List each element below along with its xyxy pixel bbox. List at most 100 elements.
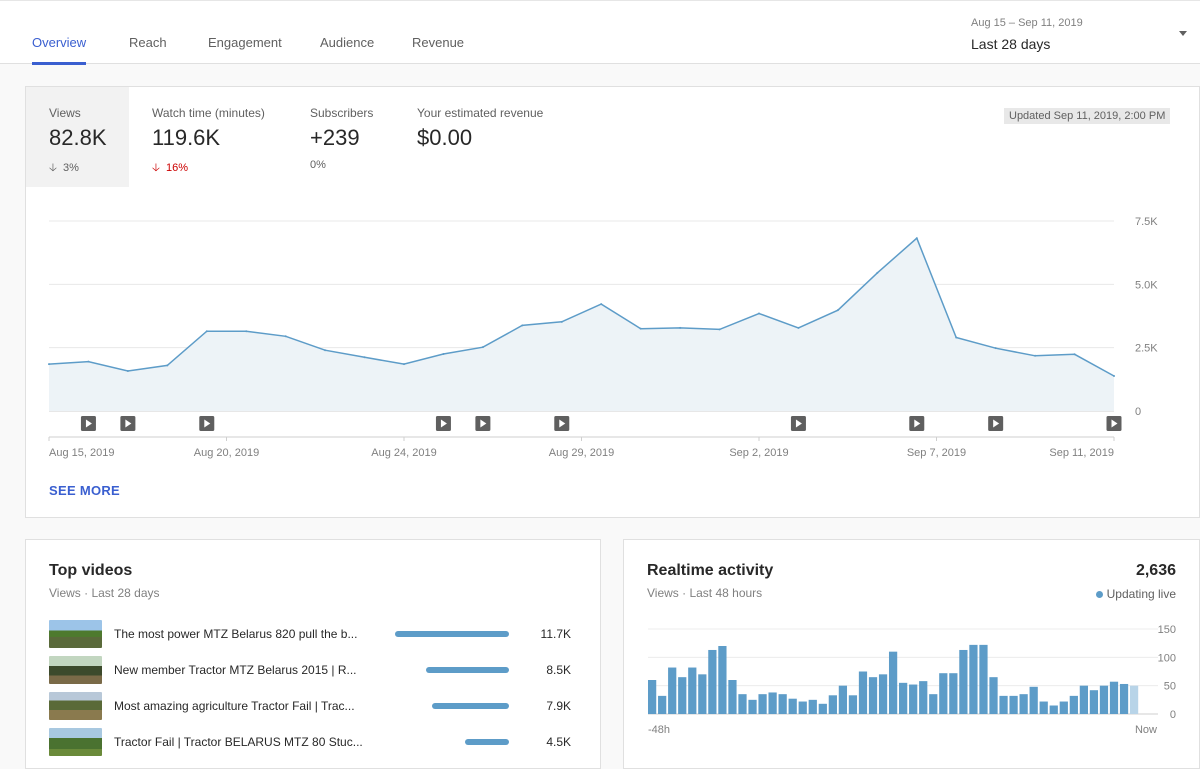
realtime-bar	[1089, 690, 1099, 714]
realtime-bar	[808, 699, 817, 714]
realtime-card: Realtime activity Views · Last 48 hours …	[623, 539, 1200, 769]
top-videos-card: Top videos Views · Last 28 days The most…	[25, 539, 601, 769]
see-more-link[interactable]: SEE MORE	[49, 483, 121, 498]
views-chart: 0 2.5K 5.0K 7.5K Aug 15, 2019 Aug 20, 2019 Aug…	[48, 216, 1158, 459]
realtime-bar	[698, 674, 707, 714]
video-thumbnail[interactable]	[49, 728, 102, 756]
views-point	[126, 369, 129, 372]
video-thumbnail[interactable]	[49, 656, 102, 684]
card-title: Realtime activity	[647, 562, 774, 579]
metric-value: +239	[310, 125, 360, 150]
realtime-bar	[788, 698, 797, 714]
video-title[interactable]: Most amazing agriculture Tractor Fail | …	[114, 699, 355, 713]
realtime-bar	[899, 682, 908, 714]
video-marker-icon[interactable]	[435, 416, 451, 431]
video-marker-icon[interactable]	[120, 416, 136, 431]
realtime-bar	[678, 677, 687, 714]
views-point	[1034, 354, 1037, 357]
video-title[interactable]: The most power MTZ Belarus 820 pull the …	[114, 627, 358, 641]
metric-watch-time[interactable]: Watch time (minutes) 119.6K 🡣 16%	[152, 87, 292, 187]
views-point	[48, 363, 50, 366]
views-point	[166, 364, 169, 367]
video-views: 7.9K	[546, 699, 571, 713]
views-point	[324, 349, 327, 352]
video-marker-icon[interactable]	[988, 416, 1004, 431]
video-thumbnail[interactable]	[49, 620, 102, 648]
realtime-bar	[1069, 695, 1078, 714]
views-point	[205, 330, 208, 333]
tab-audience[interactable]: Audience	[320, 35, 375, 50]
metric-views[interactable]: Views 82.8K 🡣 3%	[26, 87, 129, 187]
video-views-bar	[432, 703, 509, 709]
views-point	[758, 312, 760, 315]
y-tick-label: 0	[1135, 406, 1141, 418]
realtime-bar	[969, 644, 978, 714]
metric-value: 119.6K	[152, 125, 221, 150]
realtime-bar	[1079, 685, 1088, 714]
realtime-bar	[828, 695, 837, 714]
realtime-bar	[848, 695, 858, 714]
play-icon	[204, 419, 211, 428]
realtime-bar	[1049, 705, 1058, 714]
realtime-bar	[1019, 694, 1028, 714]
video-title[interactable]: Tractor Fail | Tractor BELARUS MTZ 80 St…	[114, 735, 363, 749]
top-video-row[interactable]: The most power MTZ Belarus 820 pull the …	[49, 620, 579, 650]
realtime-bar	[758, 694, 767, 714]
video-marker-icon[interactable]	[790, 416, 806, 431]
video-marker-icon[interactable]	[199, 416, 215, 431]
realtime-bar	[748, 699, 757, 714]
video-thumbnail[interactable]	[49, 692, 102, 720]
arrow-down-icon: 🡣	[152, 162, 160, 174]
realtime-bar	[768, 692, 777, 714]
y-tick-label: 0	[1170, 709, 1176, 721]
realtime-chart: 0 50 100 150 -48h Now	[648, 624, 1176, 736]
top-video-row[interactable]: Most amazing agriculture Tractor Fail | …	[49, 692, 579, 722]
metric-revenue[interactable]: Your estimated revenue $0.00	[417, 87, 577, 187]
video-marker-icon[interactable]	[475, 416, 491, 431]
play-icon	[795, 419, 802, 428]
video-marker-icon[interactable]	[554, 416, 570, 431]
metric-delta-value: 16%	[166, 162, 189, 174]
x-tick-label: Sep 7, 2019	[907, 447, 966, 459]
updated-badge: Updated Sep 11, 2019, 2:00 PM	[1004, 108, 1171, 124]
realtime-bar	[838, 685, 848, 714]
realtime-bar	[798, 701, 807, 714]
views-point	[87, 360, 90, 363]
views-point	[797, 326, 800, 329]
views-point	[481, 346, 484, 349]
views-point	[915, 237, 918, 240]
x-tick-label: Sep 11, 2019	[1049, 447, 1114, 459]
realtime-bar	[818, 703, 827, 714]
views-line	[48, 236, 1115, 377]
overview-card: Views 82.8K 🡣 3% Watch time (minutes) 11…	[25, 86, 1200, 518]
metric-subscribers[interactable]: Subscribers +239 0%	[310, 87, 400, 187]
views-point	[245, 330, 248, 333]
video-views-bar	[395, 631, 509, 637]
video-title[interactable]: New member Tractor MTZ Belarus 2015 | R.…	[114, 663, 357, 677]
video-marker-icon[interactable]	[909, 416, 925, 431]
metric-value: $0.00	[417, 125, 473, 150]
realtime-bar	[648, 680, 657, 714]
realtime-bar	[668, 667, 677, 714]
realtime-bar	[718, 646, 727, 714]
tab-engagement[interactable]: Engagement	[208, 35, 282, 50]
tab-revenue[interactable]: Revenue	[412, 35, 465, 50]
views-point	[284, 335, 287, 338]
arrow-down-icon: 🡣	[49, 162, 57, 174]
top-video-row[interactable]: New member Tractor MTZ Belarus 2015 | R.…	[49, 656, 579, 686]
active-tab-indicator	[32, 62, 86, 65]
views-point	[442, 353, 445, 355]
top-video-row[interactable]: Tractor Fail | Tractor BELARUS MTZ 80 St…	[49, 728, 579, 758]
tab-overview[interactable]: Overview	[32, 35, 87, 50]
video-marker-icon[interactable]	[80, 416, 96, 431]
views-point	[639, 327, 642, 330]
video-marker-icon[interactable]	[1106, 416, 1122, 431]
tab-reach[interactable]: Reach	[129, 35, 167, 50]
metric-value: 82.8K	[49, 125, 107, 150]
dropdown-caret-icon[interactable]	[1179, 31, 1187, 36]
metric-delta-value: 3%	[63, 162, 79, 174]
y-tick-label: 5.0K	[1135, 279, 1158, 291]
video-views: 11.7K	[540, 627, 571, 641]
realtime-bar	[929, 694, 938, 714]
views-point	[679, 326, 682, 329]
